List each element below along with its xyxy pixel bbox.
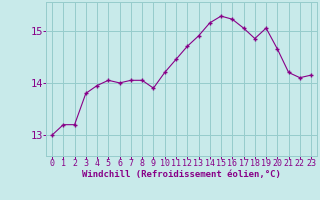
X-axis label: Windchill (Refroidissement éolien,°C): Windchill (Refroidissement éolien,°C) [82,170,281,179]
